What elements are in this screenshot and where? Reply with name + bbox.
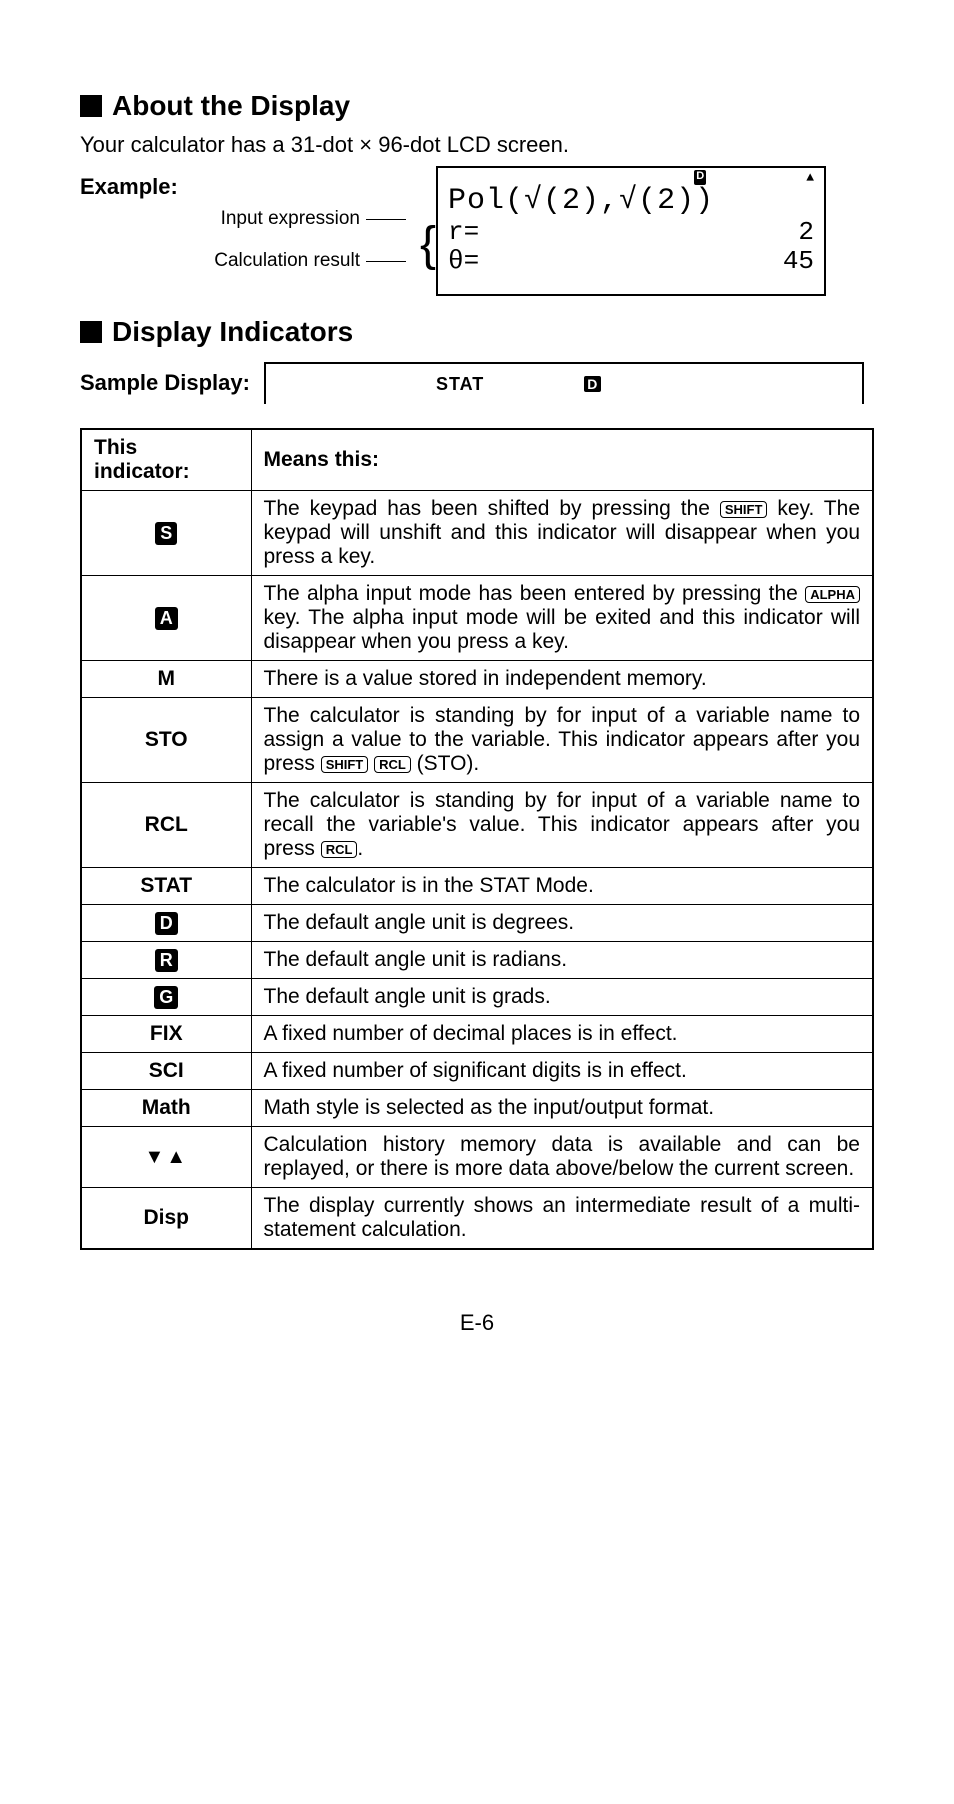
bullet-square-icon (80, 95, 102, 117)
keycap-icon: RCL (321, 841, 358, 858)
table-header-indicator: This indicator: (81, 429, 251, 491)
keycap-icon: RCL (374, 756, 411, 773)
description-cell: The default angle unit is radians. (251, 942, 873, 979)
page-number: E-6 (80, 1310, 874, 1336)
indicator-arrows-icon: ▼▲ (144, 1146, 188, 1168)
indicator-cell: ▼▲ (81, 1127, 251, 1188)
example-block: Example: Input expression Calculation re… (80, 166, 874, 296)
table-row: MathMath style is selected as the input/… (81, 1090, 873, 1127)
indicator-cell: M (81, 661, 251, 698)
input-expression-label: Input expression (221, 208, 360, 230)
indicator-cell: D (81, 905, 251, 942)
table-row: R The default angle unit is radians. (81, 942, 873, 979)
keycap-icon: SHIFT (321, 756, 369, 773)
lcd-up-arrow-icon: ▲ (806, 170, 814, 185)
pointer-line-icon (366, 219, 406, 220)
indicator-cell: FIX (81, 1016, 251, 1053)
table-row: G The default angle unit is grads. (81, 979, 873, 1016)
indicator-badge-icon: S (155, 522, 177, 545)
indicator-cell: RCL (81, 783, 251, 868)
description-cell: The calculator is in the STAT Mode. (251, 868, 873, 905)
table-row: ▼▲ Calculation history memory data is ava… (81, 1127, 873, 1188)
description-cell: Calculation history memory data is avail… (251, 1127, 873, 1188)
description-cell: The alpha input mode has been entered by… (251, 576, 873, 661)
sample-stat-indicator: STAT (436, 374, 484, 395)
calc-result-label: Calculation result (214, 250, 360, 272)
lcd-input-line: Pol(√(2),√(2)) (448, 184, 814, 218)
indicator-cell: R (81, 942, 251, 979)
indicator-badge-icon: A (155, 607, 178, 630)
table-row: STATThe calculator is in the STAT Mode. (81, 868, 873, 905)
intro-text: Your calculator has a 31-dot × 96-dot LC… (80, 132, 874, 158)
description-cell: Math style is selected as the input/outp… (251, 1090, 873, 1127)
indicator-cell: STO (81, 698, 251, 783)
description-cell: The default angle unit is grads. (251, 979, 873, 1016)
lcd-d-indicator-icon: D (694, 170, 706, 185)
indicator-cell: G (81, 979, 251, 1016)
page: About the Display Your calculator has a … (0, 0, 954, 1396)
sample-d-indicator-icon: D (584, 376, 601, 392)
description-cell: The display currently shows an intermedi… (251, 1188, 873, 1250)
description-cell: A fixed number of significant digits is … (251, 1053, 873, 1090)
table-row: A The alpha input mode has been entered b… (81, 576, 873, 661)
keycap-icon: ALPHA (805, 586, 860, 603)
heading-display-indicators: Display Indicators (80, 316, 874, 348)
sample-lcd: STAT D (264, 362, 864, 404)
heading-about-display: About the Display (80, 90, 874, 122)
heading-text: Display Indicators (112, 316, 353, 348)
description-cell: A fixed number of decimal places is in e… (251, 1016, 873, 1053)
lcd-theta-value: 45 (783, 247, 814, 276)
description-cell: The default angle unit is degrees. (251, 905, 873, 942)
indicator-badge-icon: G (154, 986, 178, 1009)
lcd-theta-label: θ= (448, 247, 479, 276)
bullet-square-icon (80, 321, 102, 343)
table-row: S The keypad has been shifted by pressing… (81, 491, 873, 576)
indicator-cell: Math (81, 1090, 251, 1127)
keycap-icon: SHIFT (720, 501, 768, 518)
table-row: FIXA fixed number of decimal places is i… (81, 1016, 873, 1053)
table-row: SCIA fixed number of significant digits … (81, 1053, 873, 1090)
pointer-line-icon (366, 261, 406, 262)
indicator-cell: Disp (81, 1188, 251, 1250)
table-row: RCLThe calculator is standing by for inp… (81, 783, 873, 868)
lcd-r-label: r= (448, 218, 479, 247)
description-cell: The keypad has been shifted by pressing … (251, 491, 873, 576)
indicators-table: This indicator: Means this: S The keypad … (80, 428, 874, 1250)
table-row: MThere is a value stored in independent … (81, 661, 873, 698)
description-cell: The calculator is standing by for input … (251, 698, 873, 783)
table-row: STOThe calculator is standing by for inp… (81, 698, 873, 783)
table-header-row: This indicator: Means this: (81, 429, 873, 491)
description-cell: The calculator is standing by for input … (251, 783, 873, 868)
description-cell: There is a value stored in independent m… (251, 661, 873, 698)
indicator-cell: S (81, 491, 251, 576)
heading-text: About the Display (112, 90, 350, 122)
brace-icon: { (420, 193, 436, 269)
table-row: DispThe display currently shows an inter… (81, 1188, 873, 1250)
lcd-r-value: 2 (783, 218, 814, 247)
indicator-badge-icon: R (155, 949, 178, 972)
indicator-cell: STAT (81, 868, 251, 905)
table-row: D The default angle unit is degrees. (81, 905, 873, 942)
indicator-badge-icon: D (155, 912, 178, 935)
sample-display-label: Sample Display: (80, 370, 250, 396)
sample-display-row: Sample Display: STAT D (80, 362, 874, 404)
indicator-cell: SCI (81, 1053, 251, 1090)
lcd-example: D ▲ Pol(√(2),√(2)) r= θ= 2 45 (436, 166, 826, 296)
example-label: Example: (80, 174, 420, 200)
table-header-means: Means this: (251, 429, 873, 491)
indicator-cell: A (81, 576, 251, 661)
